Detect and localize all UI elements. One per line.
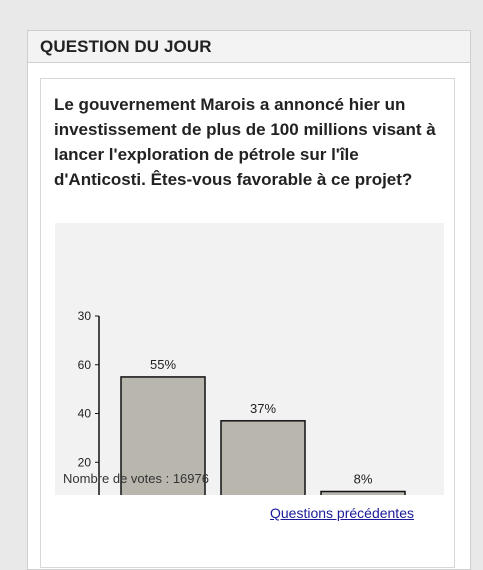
poll-results-chart: 02040603055%Oui37%Non8%Je ne saispas [55, 223, 444, 556]
chart-svg: 02040603055%Oui37%Non8%Je ne saispas [78, 309, 427, 556]
data-label: 55% [150, 357, 176, 372]
widget-header: QUESTION DU JOUR [28, 31, 470, 63]
poll-panel: Le gouvernement Marois a annoncé hier un… [40, 78, 455, 568]
question-du-jour-widget: QUESTION DU JOUR Le gouvernement Marois … [27, 30, 471, 570]
y-tick-label: 20 [78, 455, 92, 469]
bar [120, 376, 206, 512]
bar [220, 420, 306, 512]
y-tick-label: 40 [78, 407, 92, 421]
y-tick-label: 60 [78, 358, 92, 372]
bar [320, 490, 406, 512]
previous-questions-link[interactable]: Questions précédentes [270, 505, 414, 521]
data-label: 37% [250, 401, 276, 416]
widget-title: QUESTION DU JOUR [40, 37, 212, 56]
data-label: 8% [354, 472, 373, 487]
vote-count: Nombre de votes : 16976 [63, 471, 209, 486]
y-tick-label: 30 [78, 309, 92, 323]
poll-question: Le gouvernement Marois a annoncé hier un… [54, 95, 436, 189]
